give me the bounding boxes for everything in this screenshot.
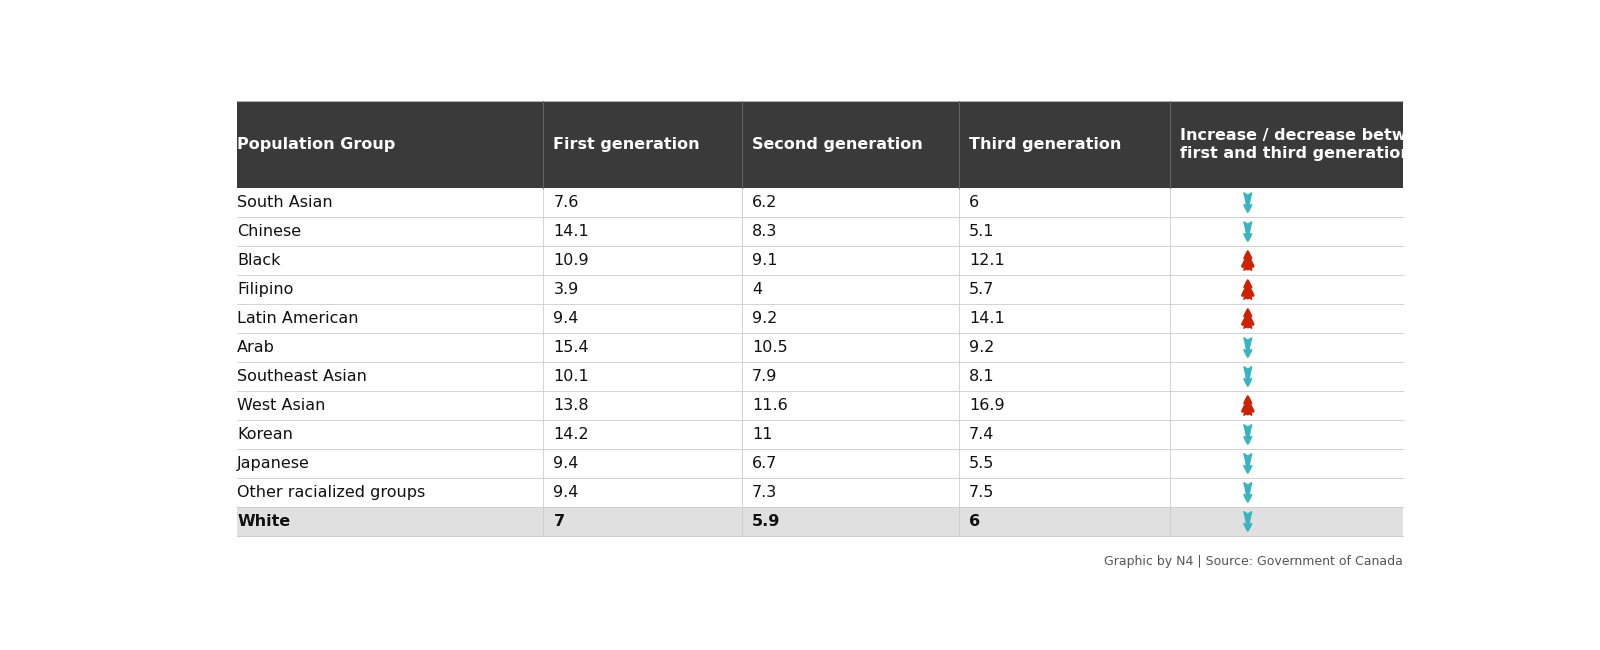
Text: 7.6: 7.6: [554, 195, 579, 210]
Text: 9.1: 9.1: [752, 253, 778, 268]
Text: 12.1: 12.1: [970, 253, 1005, 268]
Text: 15.4: 15.4: [554, 340, 589, 355]
Text: Third generation: Third generation: [970, 136, 1122, 152]
Text: 5.5: 5.5: [970, 456, 994, 471]
Text: 7.9: 7.9: [752, 369, 778, 384]
Text: 11.6: 11.6: [752, 398, 787, 413]
Text: 9.4: 9.4: [554, 485, 579, 500]
Text: 5.9: 5.9: [752, 514, 781, 529]
Bar: [237, 449, 1403, 478]
Text: 6.2: 6.2: [752, 195, 778, 210]
Text: 13.8: 13.8: [554, 398, 589, 413]
Text: 3.9: 3.9: [554, 282, 579, 297]
Text: Increase / decrease between
first and third generations: Increase / decrease between first and th…: [1179, 128, 1440, 161]
Text: 14.1: 14.1: [554, 224, 589, 239]
Text: 4: 4: [752, 282, 762, 297]
Bar: [237, 275, 1403, 304]
Text: 10.1: 10.1: [554, 369, 589, 384]
Bar: [237, 478, 1403, 507]
Text: Population Group: Population Group: [237, 136, 395, 152]
Text: 5.7: 5.7: [970, 282, 994, 297]
Text: 5.1: 5.1: [970, 224, 994, 239]
Bar: [237, 362, 1403, 391]
Text: 11: 11: [752, 427, 773, 442]
Text: Other racialized groups: Other racialized groups: [237, 485, 426, 500]
Text: 14.1: 14.1: [970, 311, 1005, 326]
Bar: [237, 101, 1403, 188]
Text: Latin American: Latin American: [237, 311, 358, 326]
Text: 7: 7: [554, 514, 565, 529]
Text: 16.9: 16.9: [970, 398, 1005, 413]
Text: 8.1: 8.1: [970, 369, 995, 384]
Bar: [237, 420, 1403, 449]
Text: 14.2: 14.2: [554, 427, 589, 442]
Text: White: White: [237, 514, 291, 529]
Text: First generation: First generation: [554, 136, 701, 152]
Text: 9.4: 9.4: [554, 456, 579, 471]
Text: Southeast Asian: Southeast Asian: [237, 369, 366, 384]
Text: Black: Black: [237, 253, 280, 268]
Bar: [237, 333, 1403, 362]
Bar: [237, 507, 1403, 536]
Text: 7.3: 7.3: [752, 485, 778, 500]
Text: Korean: Korean: [237, 427, 293, 442]
Text: 10.9: 10.9: [554, 253, 589, 268]
Text: Graphic by N4 | Source: Government of Canada: Graphic by N4 | Source: Government of Ca…: [1104, 556, 1403, 569]
Text: 9.2: 9.2: [752, 311, 778, 326]
Bar: [237, 246, 1403, 275]
Bar: [237, 188, 1403, 217]
Text: 6.7: 6.7: [752, 456, 778, 471]
Text: Arab: Arab: [237, 340, 275, 355]
Text: 7.4: 7.4: [970, 427, 994, 442]
Bar: [237, 217, 1403, 246]
Text: 9.4: 9.4: [554, 311, 579, 326]
Text: 6: 6: [970, 195, 979, 210]
Text: Chinese: Chinese: [237, 224, 301, 239]
Text: South Asian: South Asian: [237, 195, 333, 210]
Text: Second generation: Second generation: [752, 136, 923, 152]
Text: 10.5: 10.5: [752, 340, 787, 355]
Text: Japanese: Japanese: [237, 456, 310, 471]
Text: 9.2: 9.2: [970, 340, 994, 355]
Text: 6: 6: [970, 514, 979, 529]
Text: 7.5: 7.5: [970, 485, 994, 500]
Text: West Asian: West Asian: [237, 398, 325, 413]
Bar: [237, 304, 1403, 333]
Bar: [237, 391, 1403, 420]
Text: 8.3: 8.3: [752, 224, 778, 239]
Text: Filipino: Filipino: [237, 282, 293, 297]
